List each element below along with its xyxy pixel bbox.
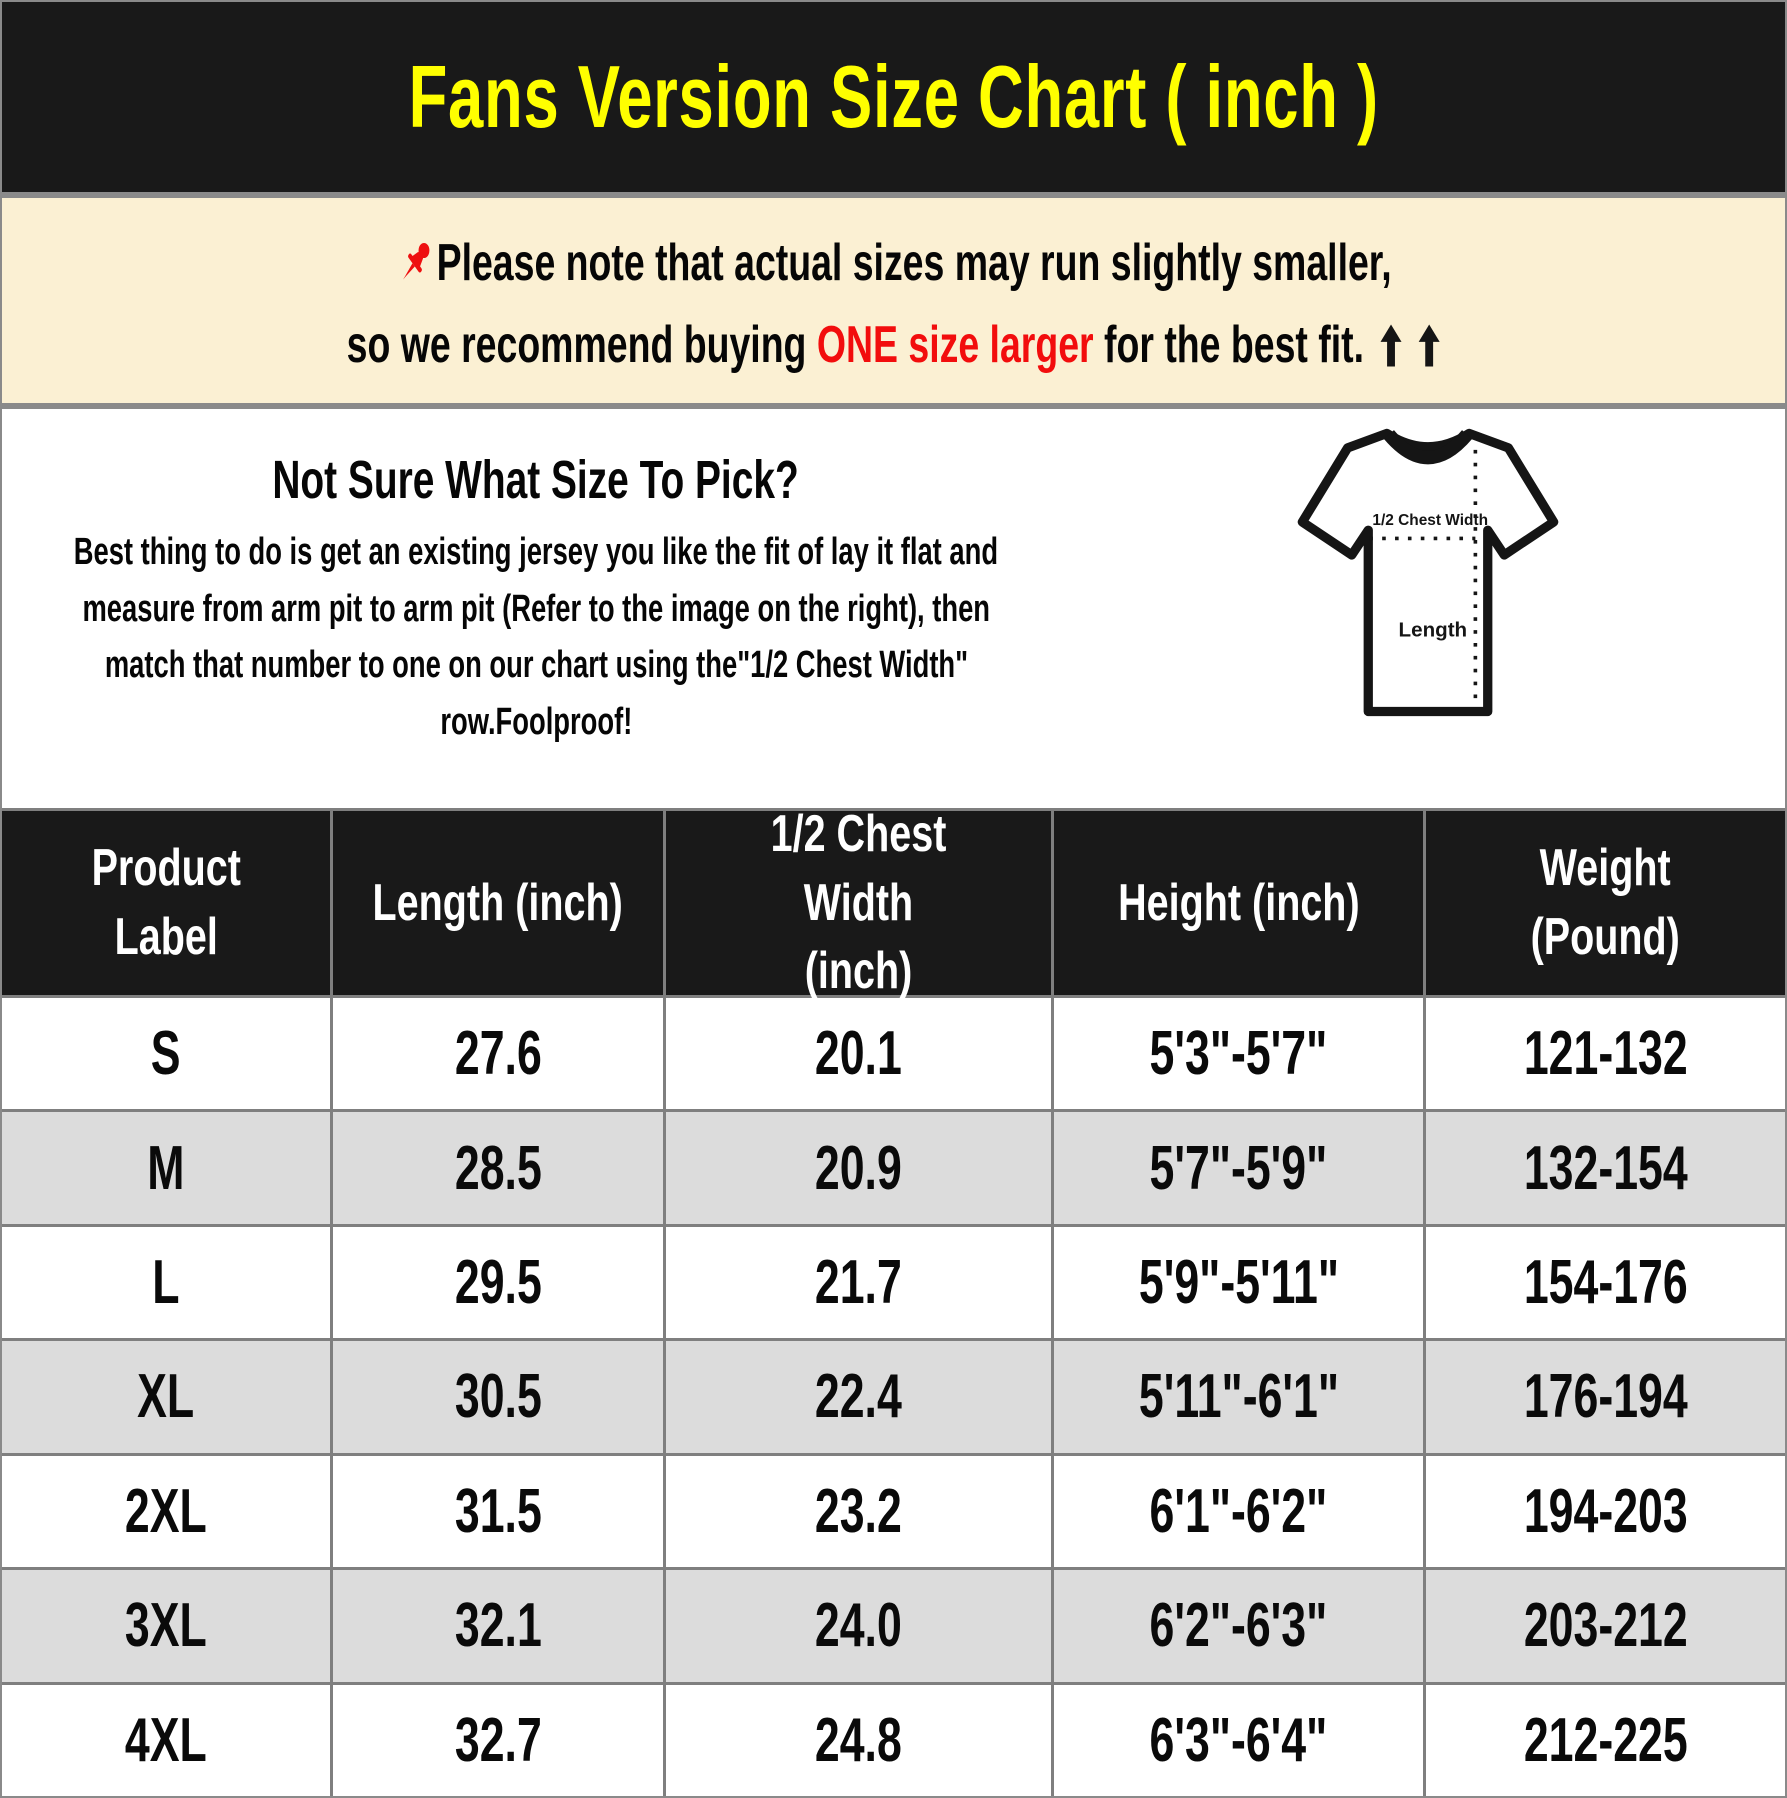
notice-line-2: so we recommend buying ONE size larger f… (134, 315, 1653, 374)
table-cell: 6'2"-6'3" (1054, 1570, 1423, 1682)
pushpin-icon (403, 243, 430, 280)
table-cell: 5'9"-5'11" (1054, 1226, 1423, 1339)
table-cell: 132-154 (1426, 1112, 1785, 1224)
table-cell: 24.0 (666, 1570, 1051, 1682)
instructions-heading: Not Sure What Size To Pick? (272, 450, 800, 510)
table-cell: 23.2 (666, 1455, 1051, 1568)
table-cell: 2XL (2, 1455, 330, 1568)
table-cell: XL (2, 1341, 330, 1453)
table-cell: 5'7"-5'9" (1054, 1112, 1423, 1224)
instructions-body-line: match that number to one on our chart us… (104, 644, 968, 687)
diagram-block: 1/2 Chest Width Length (1070, 409, 1785, 808)
table-cell: L (2, 1226, 330, 1339)
column-header-height: Height (inch) (1054, 811, 1423, 995)
table-cell: M (2, 1112, 330, 1224)
notice-line-1: Please note that actual sizes may run sl… (201, 233, 1586, 292)
size-table: Product Label Length (inch) 1/2 Chest Wi… (2, 805, 1785, 1796)
instructions-body-line: Best thing to do is get an existing jers… (73, 531, 999, 573)
table-cell: 21.7 (666, 1226, 1051, 1339)
table-cell: 121-132 (1426, 998, 1785, 1110)
length-label: Length (1398, 618, 1467, 641)
table-cell: 6'1"-6'2" (1054, 1455, 1423, 1568)
table-cell: 194-203 (1426, 1455, 1785, 1568)
tshirt-collar (1383, 429, 1472, 465)
table-cell: 212-225 (1426, 1684, 1785, 1796)
table-cell: 20.1 (666, 998, 1051, 1110)
table-cell: 28.5 (333, 1112, 663, 1224)
up-arrow-icon (1380, 324, 1402, 366)
table-cell: 203-212 (1426, 1570, 1785, 1682)
notice-text-2-suffix: for the best fit. (1093, 315, 1365, 374)
table-cell: 32.1 (333, 1570, 663, 1682)
title-bar: Fans Version Size Chart ( inch ) (2, 2, 1785, 192)
chest-width-label: 1/2 Chest Width (1372, 512, 1488, 529)
notice-text-2-prefix: so we recommend buying (346, 315, 817, 374)
table-cell: 5'11"-6'1" (1054, 1341, 1423, 1453)
instructions-body: Best thing to do is get an existing jers… (2, 531, 1178, 745)
tshirt-outline (1297, 428, 1558, 717)
table-cell: 31.5 (333, 1455, 663, 1568)
table-cell: 22.4 (666, 1341, 1051, 1453)
column-header-chest-width: 1/2 Chest Width (inch) (666, 805, 1051, 1000)
table-cell: 4XL (2, 1684, 330, 1796)
table-cell: 154-176 (1426, 1226, 1785, 1339)
table-cell: 6'3"-6'4" (1054, 1684, 1423, 1796)
notice-highlight: ONE size larger (816, 315, 1094, 374)
notice-text-1: Please note that actual sizes may run sl… (436, 234, 1392, 293)
table-cell: 5'3"-5'7" (1054, 998, 1423, 1110)
tshirt-diagram: 1/2 Chest Width Length (1297, 428, 1558, 717)
instructions-body-line: row.Foolproof! (440, 701, 632, 744)
column-header-weight: Weight (Pound) (1426, 811, 1785, 995)
size-table-wrap: Product Label Length (inch) 1/2 Chest Wi… (2, 805, 1785, 1796)
instructions-text-block: Not Sure What Size To Pick? Best thing t… (2, 409, 1070, 808)
column-header-product-label: Product Label (2, 811, 330, 995)
instructions-body-line: measure from arm pit to arm pit (Refer t… (82, 587, 990, 630)
section-divider (2, 192, 1785, 198)
table-cell: 32.7 (333, 1684, 663, 1796)
notice-banner: Please note that actual sizes may run sl… (2, 198, 1785, 403)
table-cell: 20.9 (666, 1112, 1051, 1224)
table-cell: S (2, 998, 330, 1110)
up-arrow-icon (1418, 324, 1440, 366)
table-cell: 3XL (2, 1570, 330, 1682)
table-cell: 24.8 (666, 1684, 1051, 1796)
table-cell: 27.6 (333, 998, 663, 1110)
table-cell: 176-194 (1426, 1341, 1785, 1453)
table-cell: 29.5 (333, 1226, 663, 1339)
page-title: Fans Version Size Chart ( inch ) (408, 47, 1379, 146)
section-divider (2, 403, 1785, 409)
instructions-section: Not Sure What Size To Pick? Best thing t… (2, 409, 1785, 808)
column-header-length: Length (inch) (333, 811, 663, 995)
table-cell: 30.5 (333, 1341, 663, 1453)
